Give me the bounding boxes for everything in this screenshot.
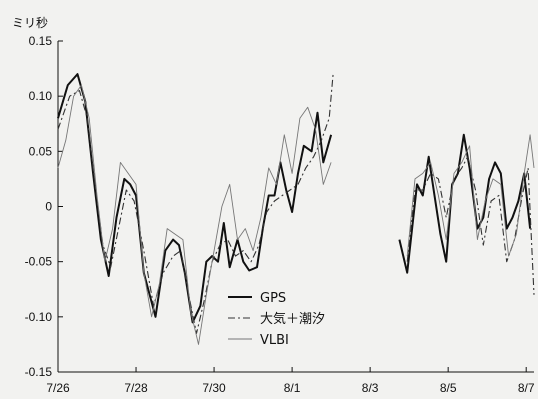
legend-label-model: 大気＋潮汐	[260, 311, 325, 327]
y-tick-label: -0.10	[25, 310, 53, 324]
series-group	[57, 73, 535, 345]
x-tick-label: 7/30	[202, 381, 226, 395]
x-tick-label: 7/28	[124, 381, 148, 395]
series-line-vlbi-2	[406, 134, 535, 257]
x-tick-label: 7/26	[46, 381, 70, 395]
y-tick-label: -0.05	[25, 255, 53, 269]
axes: -0.15 -0.10 -0.05 0 0.05 0.10 0.15 7/26 7/28 7/30…	[25, 34, 535, 395]
y-tick-label: -0.15	[25, 365, 53, 379]
series-line-model-1	[57, 74, 334, 334]
x-tick-label: 8/7	[518, 381, 535, 395]
legend-label-vlbi: VLBI	[260, 333, 289, 348]
x-tick-label: 8/5	[440, 381, 457, 395]
series-line-vlbi-1	[57, 84, 332, 345]
legend: GPS 大気＋潮汐 VLBI	[228, 291, 325, 348]
y-unit-label: ミリ秒	[12, 16, 49, 30]
x-tick-label: 8/1	[284, 381, 301, 395]
series-line-gps-1	[57, 73, 333, 324]
y-tick-label: 0.15	[29, 34, 53, 48]
legend-label-gps: GPS	[260, 291, 286, 306]
y-tick-label: 0	[45, 200, 52, 214]
y-tick-label: 0.05	[29, 144, 53, 158]
x-tick-label: 8/3	[362, 381, 379, 395]
y-tick-label: 0.10	[29, 89, 53, 103]
